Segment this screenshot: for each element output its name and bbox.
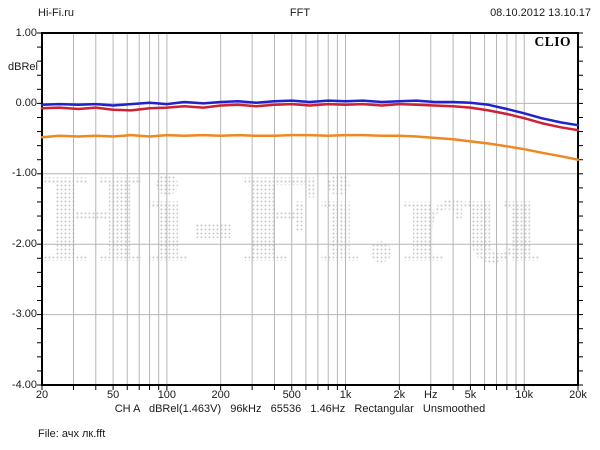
y-axis-unit-label: dBRel [8,61,38,73]
x-tick-label: 20 [35,389,49,401]
clio-logo: CLIO [534,34,571,49]
x-tick-label: 20k [569,389,587,401]
status-line: CH A dBRel(1.463V) 96kHz 65536 1.46Hz Re… [114,403,486,415]
y-tick-label: -3.00 [11,308,37,321]
trace-blue [40,99,580,127]
watermark-text: Hi-Fi.ru [38,154,543,288]
page-title: FFT [289,7,311,19]
x-tick-label: 1k [339,389,352,401]
x-tick-label: 5k [464,389,477,401]
x-tick-label: 100 [157,389,177,401]
x-tick-label: 2k [393,389,406,401]
x-tick-label: 200 [211,389,230,401]
trace-red [40,102,580,132]
site-label: Hi-Fi.ru [38,7,75,19]
x-tick-label: 500 [282,389,301,401]
trace-orange [40,133,580,161]
y-tick-label: -2.00 [11,237,37,250]
y-tick-label: 1.00 [15,26,37,39]
y-tick-label: -1.00 [11,167,37,180]
x-tick-label: 50 [106,389,120,401]
file-name-label: File: ачх лк.fft [38,428,106,440]
y-tick-label: 0.00 [15,96,37,109]
y-tick-label: -4.00 [11,378,37,391]
datetime-label: 08.10.2012 13.10.17 [490,7,591,19]
x-tick-label: Hz [424,389,438,401]
plot-frame [41,32,579,386]
x-tick-label: 10k [515,389,534,401]
